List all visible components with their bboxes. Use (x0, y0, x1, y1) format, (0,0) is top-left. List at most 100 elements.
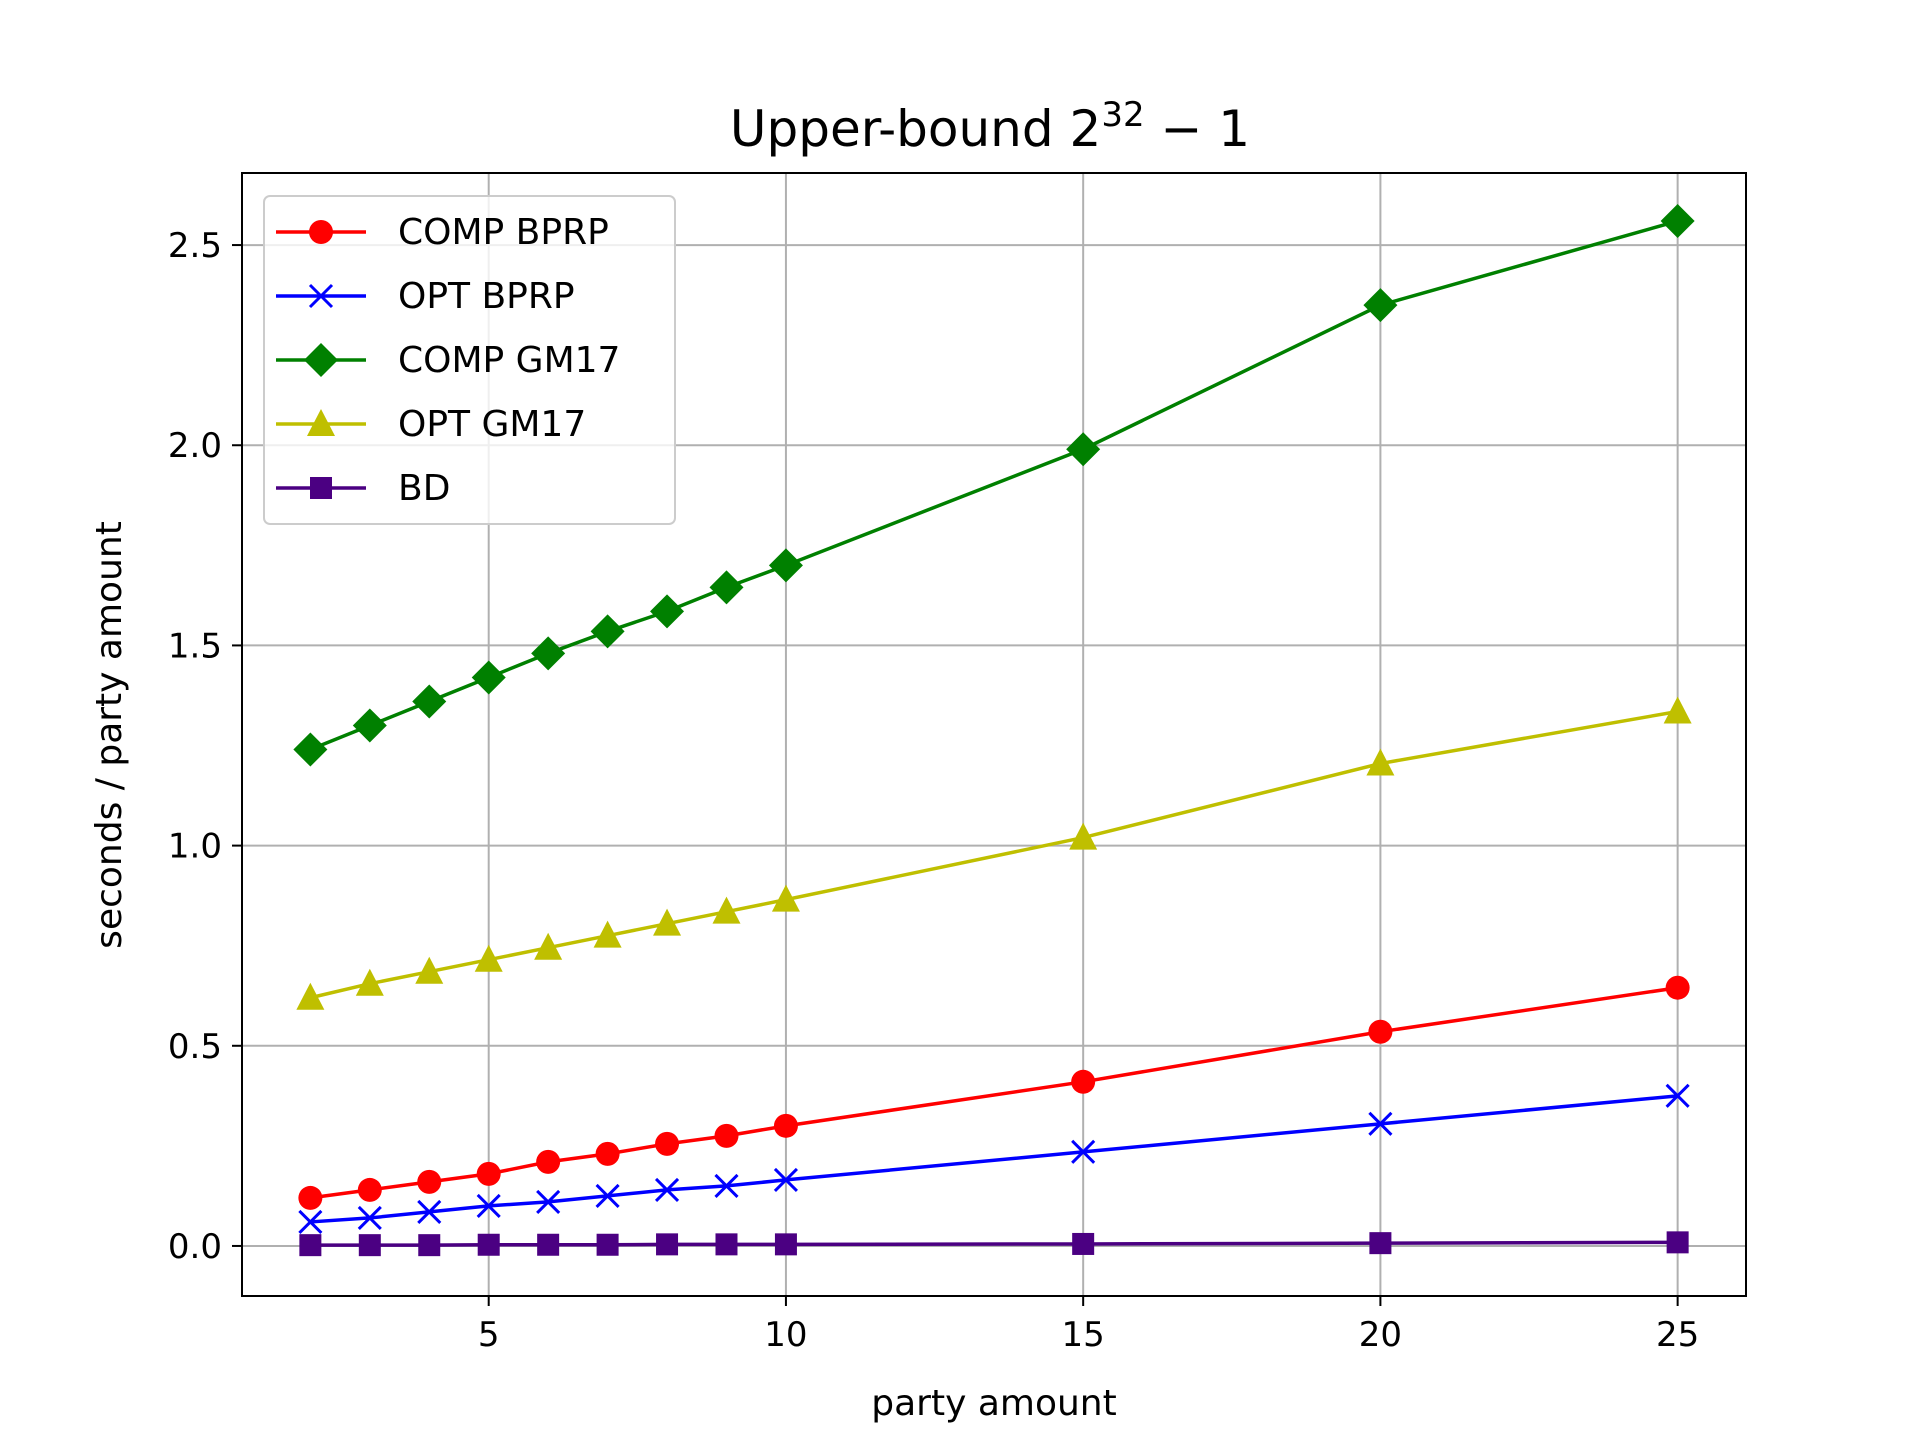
legend-entry: COMP GM17 (276, 340, 620, 381)
chart-title-base: Upper-bound 2 (730, 100, 1101, 158)
data-point (768, 548, 803, 583)
data-point (355, 968, 384, 996)
data-point (656, 1233, 679, 1256)
series-opt-bprp (298, 1083, 1690, 1234)
y-tick-label: 0.5 (168, 1027, 222, 1067)
x-tick-label: 25 (1656, 1315, 1699, 1355)
data-point (1363, 288, 1398, 323)
legend-marker (307, 409, 335, 436)
data-point (650, 594, 685, 629)
data-point (531, 636, 566, 671)
data-point (1660, 204, 1695, 239)
data-point (417, 1169, 442, 1194)
x-tick-label: 10 (764, 1315, 807, 1355)
data-point (417, 1199, 442, 1224)
data-point (476, 1161, 501, 1186)
series-group (293, 204, 1695, 1257)
data-point (474, 944, 503, 972)
data-point (1072, 1232, 1095, 1255)
grid-lines (242, 173, 1746, 1296)
data-point (1069, 822, 1098, 850)
data-point (773, 1113, 798, 1138)
y-tick-label: 2.0 (168, 426, 222, 466)
legend-marker (308, 283, 334, 309)
data-point (595, 1183, 620, 1208)
data-point (1066, 432, 1101, 467)
data-point (536, 1149, 561, 1174)
data-point (534, 932, 563, 960)
chart-title-suffix: − 1 (1145, 100, 1251, 158)
data-point (298, 1209, 323, 1234)
data-point (296, 982, 325, 1010)
legend-label: OPT BPRP (398, 276, 575, 317)
data-point (293, 732, 328, 767)
chart-title: Upper-bound 232 − 1 (730, 95, 1250, 158)
data-point (415, 956, 444, 984)
data-point (712, 896, 741, 924)
series-comp-gm17 (293, 204, 1695, 767)
data-point (477, 1233, 500, 1256)
data-point (471, 660, 506, 695)
y-tick-label: 2.5 (168, 226, 222, 266)
data-point (298, 1185, 323, 1210)
data-point (536, 1189, 561, 1214)
data-point (653, 908, 682, 936)
series-comp-bprp (298, 975, 1690, 1210)
legend-box (263, 195, 676, 525)
series-bd (299, 1231, 1689, 1257)
data-point (1366, 748, 1395, 776)
data-point (418, 1234, 441, 1257)
series-opt-gm17 (296, 696, 1692, 1010)
legend-entry: BD (276, 468, 450, 509)
data-point (1666, 1231, 1689, 1254)
data-point (655, 1131, 680, 1156)
data-point (299, 1234, 322, 1257)
legend-label: COMP GM17 (398, 340, 620, 381)
legend-marker (309, 220, 333, 244)
data-point (357, 1177, 382, 1202)
data-point (357, 1205, 382, 1230)
data-point (1071, 1139, 1096, 1164)
data-point (358, 1234, 381, 1257)
series-line (309, 709, 1678, 1000)
data-point (1368, 1111, 1393, 1136)
data-point (1665, 975, 1690, 1000)
data-point (773, 1167, 798, 1192)
legend-entry: OPT GM17 (276, 404, 586, 445)
data-point (654, 1177, 680, 1202)
data-point (1665, 1083, 1690, 1108)
data-point (774, 1233, 797, 1256)
x-axis-label: party amount (871, 1383, 1116, 1424)
legend-label: OPT GM17 (398, 404, 586, 445)
data-point (352, 708, 387, 743)
y-tick-label: 1.5 (168, 626, 222, 666)
data-point (596, 1233, 619, 1256)
data-point (714, 1173, 739, 1198)
data-point (709, 570, 744, 605)
data-point (593, 920, 622, 948)
data-point (412, 684, 447, 719)
data-point (771, 884, 800, 912)
series-line (310, 1094, 1678, 1224)
data-point (595, 1141, 620, 1166)
legend: COMP BPRP OPT BPRP COMP GM17 OPT GM17 BD (263, 195, 676, 525)
data-point (714, 1123, 739, 1148)
x-tick-label: 15 (1062, 1315, 1105, 1355)
y-tick-label: 1.0 (168, 827, 222, 867)
legend-label: COMP BPRP (398, 212, 609, 253)
data-point (476, 1193, 501, 1218)
legend-label: BD (398, 468, 450, 509)
data-point (1368, 1019, 1393, 1044)
data-point (537, 1233, 560, 1256)
legend-marker (304, 343, 338, 377)
data-point (1369, 1232, 1392, 1255)
data-point (1071, 1069, 1096, 1094)
data-point (715, 1233, 738, 1256)
data-point (1663, 696, 1692, 724)
x-tick-label: 20 (1359, 1315, 1402, 1355)
data-point (590, 614, 625, 649)
x-tick-label: 5 (478, 1315, 500, 1355)
chart-title-exponent: 32 (1101, 95, 1144, 135)
legend-entry: OPT BPRP (276, 276, 575, 317)
